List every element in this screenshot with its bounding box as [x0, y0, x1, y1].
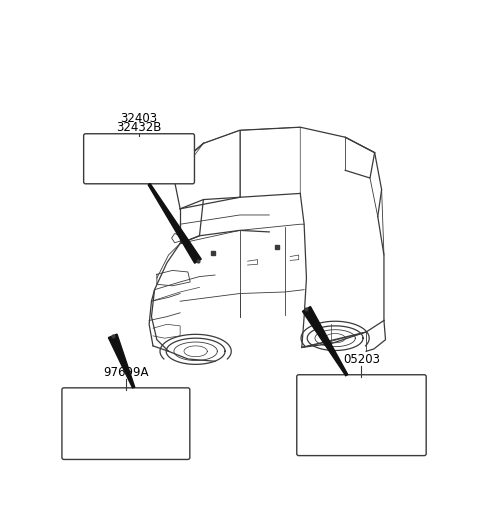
Text: 05203: 05203 [343, 353, 380, 366]
Text: 32403: 32403 [120, 112, 157, 125]
Text: 32432B: 32432B [116, 121, 162, 134]
Polygon shape [108, 334, 135, 388]
FancyBboxPatch shape [84, 134, 194, 184]
FancyBboxPatch shape [297, 375, 426, 455]
Polygon shape [302, 306, 348, 376]
Polygon shape [148, 183, 201, 263]
Text: 97699A: 97699A [103, 366, 149, 379]
FancyBboxPatch shape [62, 388, 190, 460]
